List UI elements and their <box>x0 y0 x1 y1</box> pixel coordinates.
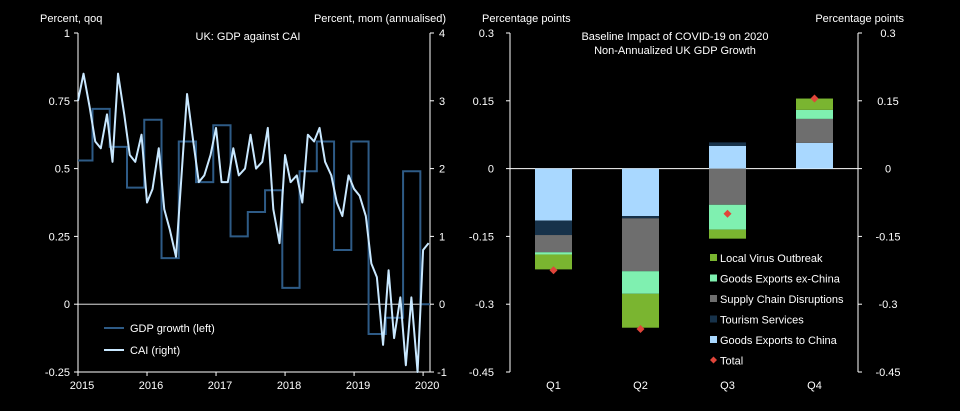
x-tick-label: 2019 <box>346 380 370 392</box>
total-marker <box>549 266 558 275</box>
right-y-tick-label: 3 <box>439 96 445 108</box>
category-label: Q3 <box>720 380 735 392</box>
bar-left-y-tick-label: 0.3 <box>479 28 494 40</box>
legend-swatch <box>710 356 717 364</box>
bar-segment <box>796 142 833 169</box>
bar-segment <box>796 109 833 119</box>
right-chart-title: Baseline Impact of COVID-19 on 2020 <box>581 31 768 43</box>
left-y-tick-label: 1 <box>64 28 70 40</box>
bar-right-y-tick-label: 0 <box>885 164 891 176</box>
bar-right-y-tick-label: 0.3 <box>880 28 895 40</box>
legend-swatch <box>710 295 717 302</box>
bar-segment <box>622 168 659 217</box>
total-marker <box>810 94 819 103</box>
left-chart-title: UK: GDP against CAI <box>196 31 301 43</box>
category-label: Q2 <box>633 380 648 392</box>
category-label: Q4 <box>807 380 822 392</box>
legend-swatch <box>710 315 717 323</box>
stacked-bars <box>535 98 833 328</box>
x-tick-label: 2018 <box>277 380 301 392</box>
right-y-tick-label: 2 <box>439 164 445 176</box>
bar-segment <box>709 168 746 205</box>
bar-segment <box>535 220 572 236</box>
legend-label-gdp: GDP growth (left) <box>130 323 215 335</box>
legend-label: Goods Exports ex-China <box>720 274 841 286</box>
left-y-tick-label: 0.75 <box>49 96 70 108</box>
bar-segment <box>535 235 572 253</box>
left-chart-left-axis-label: Percent, qoq <box>40 13 102 25</box>
right-y-tick-label: -1 <box>437 367 447 379</box>
cai-series <box>77 72 430 373</box>
legend-swatch <box>710 336 717 343</box>
left-y-tick-label: 0 <box>64 299 70 311</box>
total-markers <box>549 94 819 334</box>
legend-label: Tourism Services <box>720 315 804 327</box>
right-y-tick-label: 1 <box>439 231 445 243</box>
bar-segment <box>622 218 659 272</box>
right-chart-legend: Local Virus Outbreak Goods Exports ex-Chi… <box>710 253 844 368</box>
x-tick-label: 2017 <box>208 380 232 392</box>
bar-right-y-tick-label: -0.15 <box>875 231 900 243</box>
bar-left-y-tick-label: -0.45 <box>469 367 494 379</box>
bar-segment <box>535 168 572 221</box>
left-chart-axes: -0.25 0 0.25 0.5 0.75 1 -1 0 1 2 3 4 2015 2016 2017 201… <box>45 28 447 392</box>
bar-segment <box>796 98 833 110</box>
category-label: Q1 <box>546 380 561 392</box>
left-chart-legend: GDP growth (left) CAI (right) <box>104 323 215 357</box>
left-y-tick-label: 0.5 <box>55 164 70 176</box>
left-y-tick-label: -0.25 <box>45 367 70 379</box>
right-y-tick-label: 4 <box>439 28 445 40</box>
bar-segment <box>535 254 572 270</box>
bar-left-y-tick-label: -0.15 <box>469 231 494 243</box>
legend-label: Total <box>720 356 743 368</box>
legend-swatch <box>710 254 717 261</box>
left-chart-right-axis-label: Percent, mom (annualised) <box>314 13 446 25</box>
bar-segment <box>796 118 833 143</box>
bar-right-y-tick-label: 0.15 <box>877 96 898 108</box>
bar-right-y-tick-label: -0.3 <box>879 299 898 311</box>
right-chart-subtitle: Non-Annualized UK GDP Growth <box>594 45 756 57</box>
gdp-cai-chart: Percent, qoq Percent, mom (annualised) U… <box>40 13 447 392</box>
gdp-growth-line <box>78 107 430 336</box>
x-tick-label: 2015 <box>70 380 94 392</box>
bar-segment <box>709 146 746 169</box>
right-chart-left-axis-label: Percentage points <box>482 13 571 25</box>
bar-segment <box>535 252 572 255</box>
bar-segment <box>622 293 659 328</box>
total-marker <box>723 209 732 218</box>
right-chart-axes: 0.3 0.15 0 -0.15 -0.3 -0.45 0.3 0.15 0 -0.15 -0.3 -… <box>469 28 901 392</box>
legend-label-cai: CAI (right) <box>130 345 180 357</box>
legend-label: Local Virus Outbreak <box>720 253 823 265</box>
x-tick-label: 2020 <box>415 380 439 392</box>
total-marker <box>636 325 645 334</box>
bar-segment <box>709 142 746 146</box>
gdp-growth-series <box>77 107 431 336</box>
right-y-tick-label: 0 <box>439 299 445 311</box>
legend-label: Supply Chain Disruptions <box>720 294 844 306</box>
bar-segment <box>622 271 659 294</box>
bar-left-y-tick-label: 0 <box>488 164 494 176</box>
left-y-tick-label: 0.25 <box>49 231 70 243</box>
bar-segment <box>622 216 659 219</box>
right-chart-right-axis-label: Percentage points <box>815 13 904 25</box>
covid-impact-chart: Percentage points Percentage points Base… <box>469 13 905 392</box>
legend-label: Goods Exports to China <box>720 335 838 347</box>
x-tick-label: 2016 <box>139 380 163 392</box>
legend-swatch <box>710 274 717 282</box>
bar-right-y-tick-label: -0.45 <box>875 367 900 379</box>
cai-line <box>77 72 430 373</box>
bar-left-y-tick-label: 0.15 <box>473 96 494 108</box>
bar-segment <box>709 229 746 239</box>
bar-left-y-tick-label: -0.3 <box>475 299 494 311</box>
